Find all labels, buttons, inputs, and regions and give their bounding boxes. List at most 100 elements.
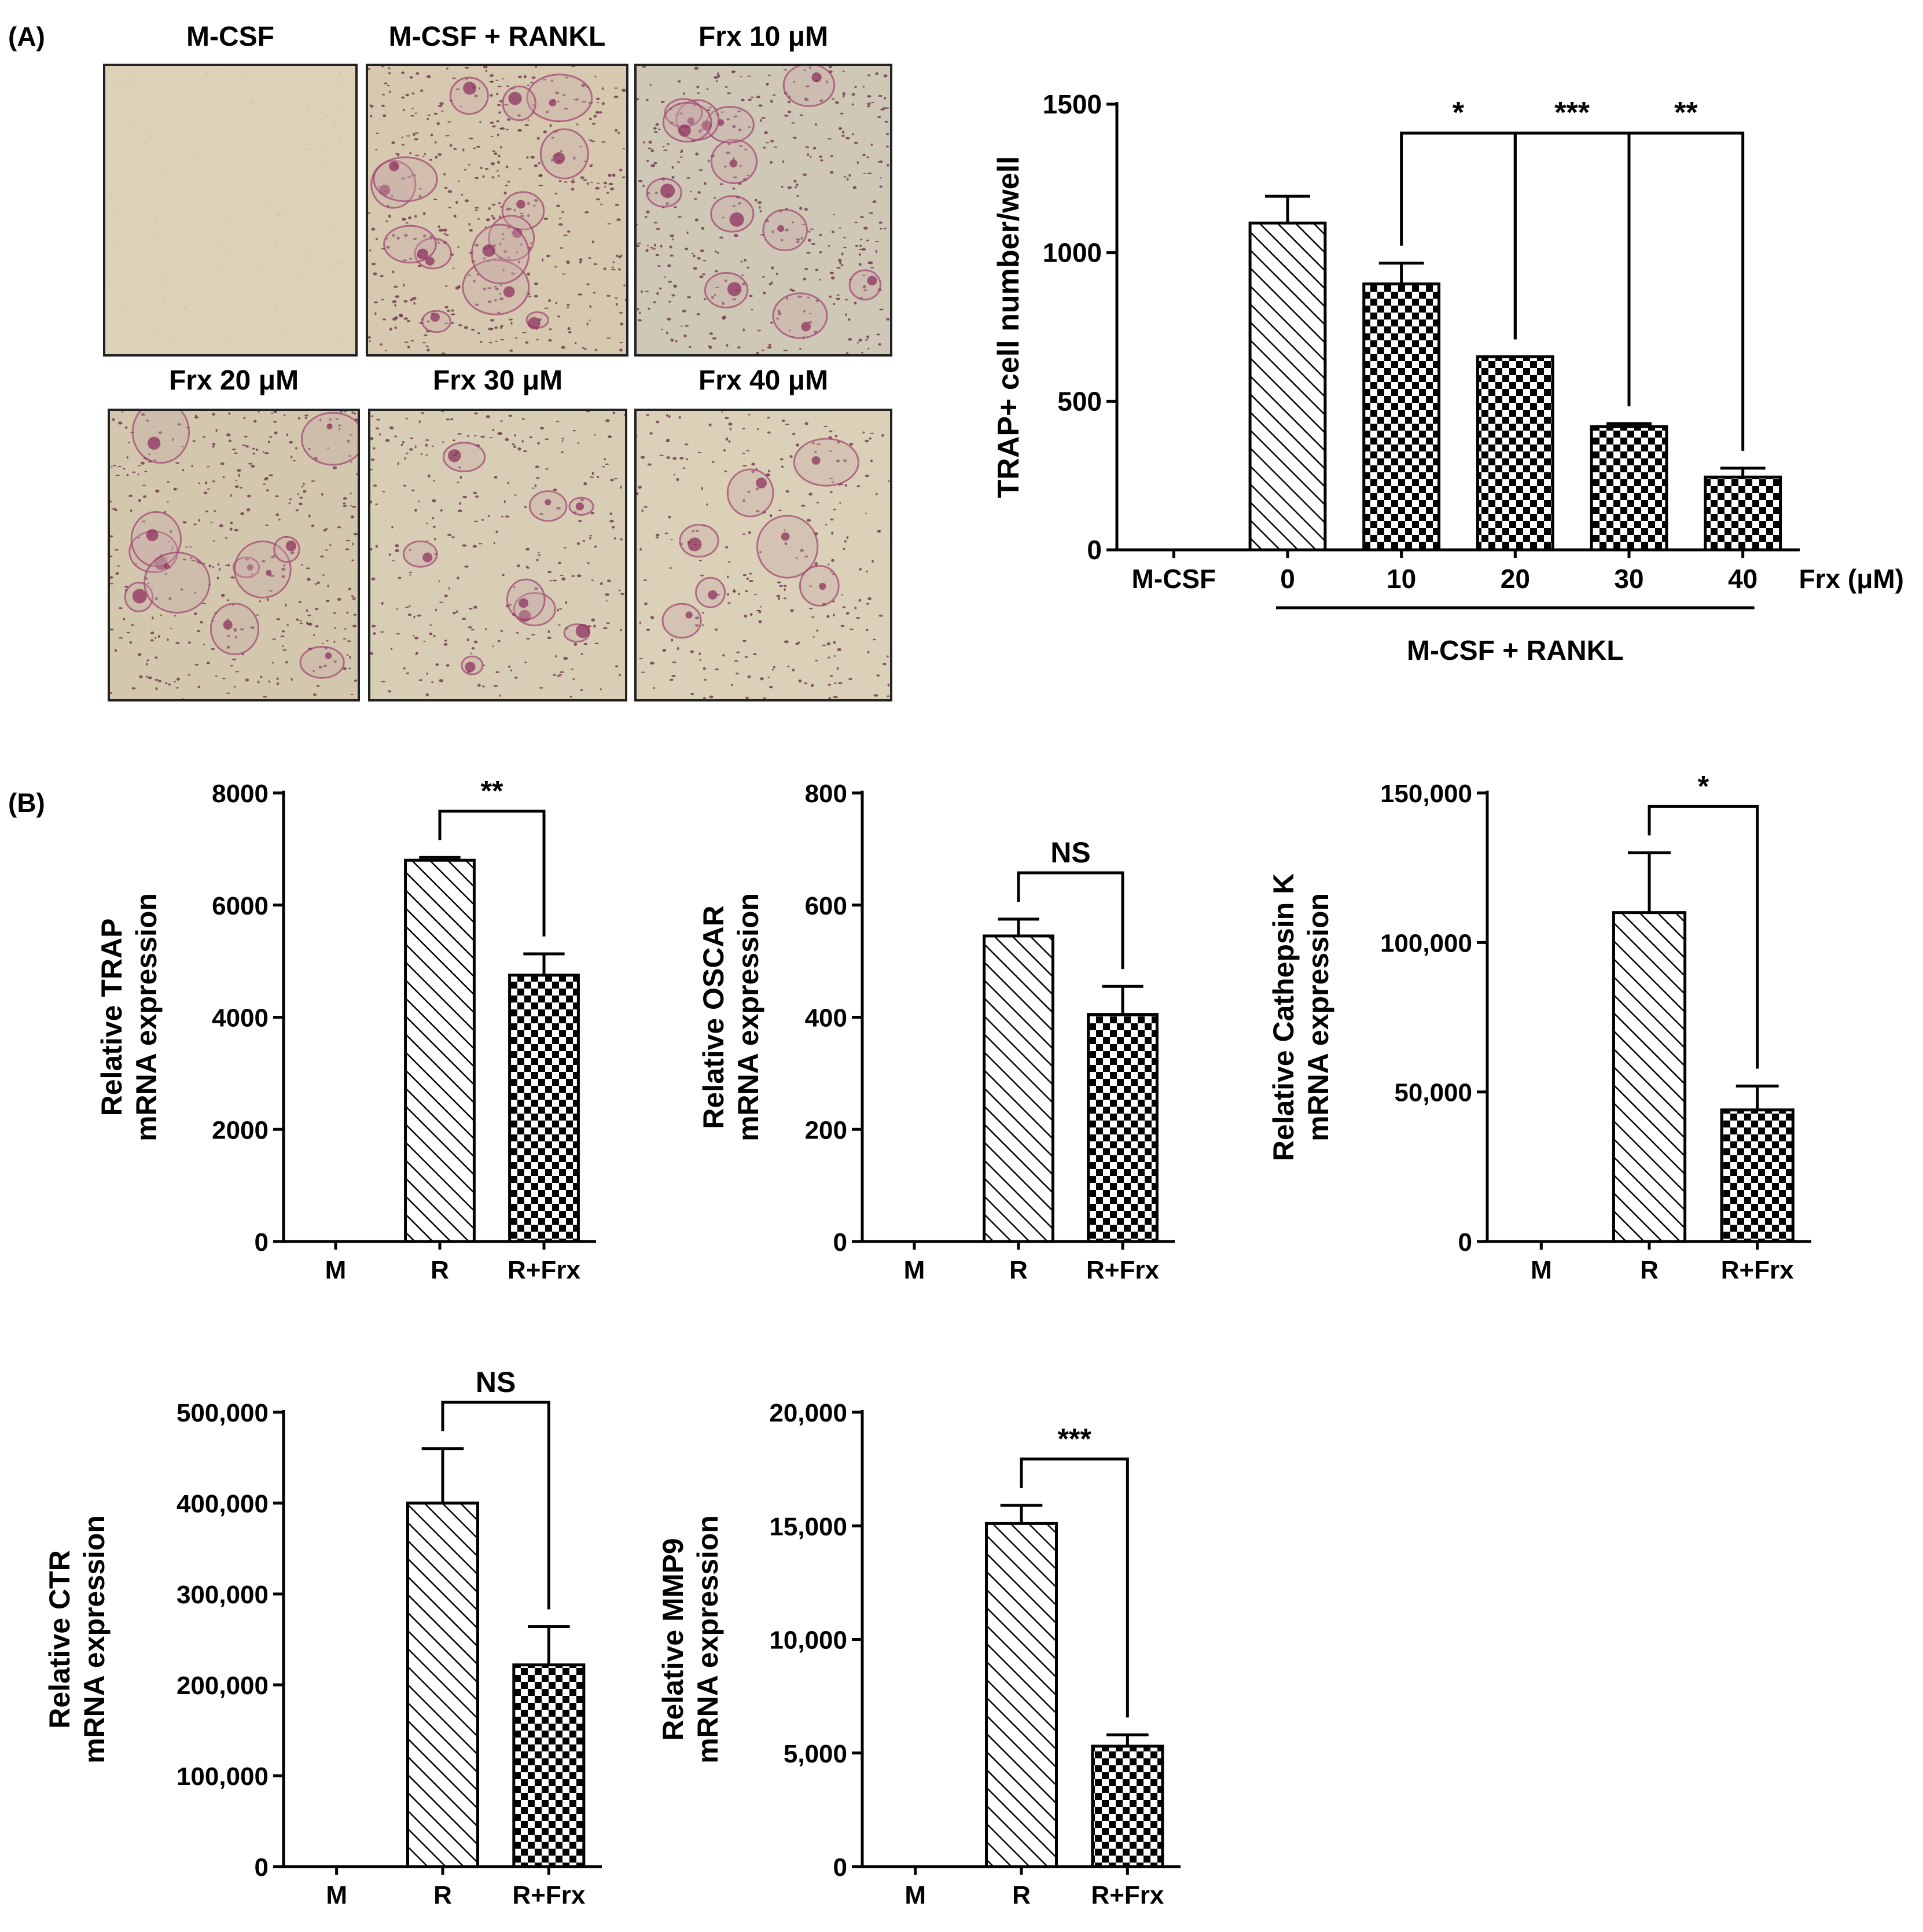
bar-R bbox=[1612, 911, 1687, 1243]
x-tick-label: M bbox=[1531, 1256, 1552, 1284]
x-tick-label: R bbox=[1009, 1256, 1028, 1284]
micrograph-cells bbox=[637, 66, 889, 354]
micrograph-background bbox=[370, 411, 625, 699]
bar-R+Frx bbox=[508, 974, 580, 1243]
bar-10 bbox=[1362, 282, 1441, 552]
micrograph-mcsf-rankl-image bbox=[368, 66, 626, 354]
micrograph-background bbox=[637, 411, 890, 699]
micrograph-background bbox=[105, 66, 355, 354]
x-tick-label: R+Frx bbox=[508, 1256, 580, 1284]
micrograph-cells bbox=[368, 66, 626, 354]
micrograph-frx30 bbox=[368, 409, 627, 701]
micrograph-frx40 bbox=[634, 409, 892, 701]
significance-bracket: *** bbox=[1020, 1423, 1129, 1718]
chart-ctsk-mrna: 0 50,000 100,000 150,000 M R R+Frx * Relative Ca… bbox=[1267, 770, 1811, 1284]
significance-label: * bbox=[1698, 770, 1709, 802]
y-tick-label: 10,000 bbox=[769, 1626, 847, 1655]
significance-label: NS bbox=[1050, 836, 1090, 869]
y-tick-label: 150,000 bbox=[1380, 780, 1472, 808]
x-tick-label: R+Frx bbox=[1091, 1881, 1164, 1909]
x-tick-label: 40 bbox=[1728, 564, 1757, 594]
y-axis-label: mRNA expression bbox=[732, 893, 764, 1141]
x-tick-label: R+Frx bbox=[1721, 1256, 1794, 1284]
x-tick-label: 0 bbox=[1280, 564, 1295, 594]
significance-label: NS bbox=[476, 1366, 516, 1398]
x-unit-label: Frx (μM) bbox=[1799, 564, 1904, 594]
micrograph-title-frx30: Frx 30 μM bbox=[432, 365, 563, 396]
bar-30 bbox=[1590, 425, 1668, 552]
y-tick-label: 5,000 bbox=[784, 1740, 847, 1768]
x-tick-label: R+Frx bbox=[1086, 1256, 1159, 1284]
y-tick-label: 0 bbox=[1458, 1228, 1472, 1257]
significance-bracket: ** bbox=[438, 774, 546, 937]
y-tick-label: 4000 bbox=[212, 1004, 269, 1033]
micrograph-frx20-image bbox=[110, 411, 358, 699]
x-tick-label: R+Frx bbox=[512, 1881, 585, 1909]
micrograph-frx40-image bbox=[637, 411, 890, 699]
bar-R bbox=[404, 858, 476, 1243]
x-tick-label: M bbox=[904, 1881, 926, 1909]
bar-0 bbox=[1248, 221, 1327, 552]
y-tick-label: 0 bbox=[255, 1853, 269, 1882]
significance-bracket: NS bbox=[1017, 836, 1124, 969]
x-tick-label: R bbox=[1012, 1881, 1031, 1909]
micrograph-title-frx20: Frx 20 μM bbox=[168, 365, 299, 396]
micrograph-cells bbox=[637, 411, 890, 699]
y-tick-label: 8000 bbox=[212, 780, 269, 808]
x-tick-label: 30 bbox=[1614, 564, 1643, 594]
y-axis-label: mRNA expression bbox=[78, 1515, 111, 1764]
y-axis-label: mRNA expression bbox=[692, 1515, 724, 1764]
bar-R bbox=[983, 934, 1054, 1243]
y-axis-label: Relative Cathepsin K bbox=[1267, 873, 1300, 1161]
chart-trap-mrna: 0 2000 4000 6000 8000 M R R+Frx ** Relative TRAP m… bbox=[95, 774, 596, 1284]
x-tick-label: R bbox=[431, 1256, 449, 1284]
y-axis-label: mRNA expression bbox=[130, 893, 163, 1141]
micrograph-mcsf bbox=[103, 64, 358, 357]
y-axis-label: TRAP+ cell number/well bbox=[992, 156, 1025, 498]
y-tick-label: 400 bbox=[805, 1004, 847, 1033]
x-tick-label: 10 bbox=[1387, 564, 1416, 594]
bar-40 bbox=[1704, 475, 1782, 552]
panel-label-a: (A) bbox=[8, 21, 45, 52]
micrograph-mcsf-image bbox=[105, 66, 355, 354]
bar-R bbox=[985, 1522, 1058, 1868]
bar-R+Frx bbox=[1720, 1108, 1795, 1243]
y-axis-label: Relative CTR bbox=[43, 1550, 76, 1728]
micrograph-cells bbox=[370, 411, 625, 698]
y-tick-label: 0 bbox=[1087, 535, 1102, 565]
micrograph-title-frx40: Frx 40 μM bbox=[698, 365, 829, 396]
bar-20 bbox=[1476, 355, 1554, 552]
y-tick-label: 200 bbox=[805, 1116, 847, 1144]
x-tick-label: 20 bbox=[1501, 564, 1530, 594]
y-tick-label: 400,000 bbox=[177, 1490, 269, 1518]
y-tick-label: 1500 bbox=[1043, 89, 1102, 119]
significance-label: ** bbox=[481, 774, 503, 807]
significance-label: *** bbox=[1057, 1423, 1091, 1455]
micrograph-frx10-image bbox=[637, 66, 890, 354]
y-tick-label: 15,000 bbox=[769, 1512, 847, 1541]
x-tick-label: R bbox=[433, 1881, 452, 1909]
x-tick-label: R bbox=[1640, 1256, 1659, 1284]
y-tick-label: 300,000 bbox=[177, 1581, 269, 1609]
y-axis-label: Relative OSCAR bbox=[697, 905, 730, 1129]
x-tick-label: M bbox=[326, 1881, 347, 1909]
micrograph-cells bbox=[110, 411, 358, 699]
y-tick-label: 6000 bbox=[212, 892, 269, 920]
y-tick-label: 2000 bbox=[212, 1116, 269, 1144]
panel-label-b: (B) bbox=[8, 788, 45, 818]
micrograph-title-mcsf: M-CSF bbox=[186, 21, 274, 52]
micrograph-background bbox=[637, 66, 890, 354]
bar-R+Frx bbox=[1091, 1744, 1164, 1868]
y-axis-label: Relative TRAP bbox=[95, 919, 128, 1116]
micrograph-cells bbox=[108, 68, 344, 354]
y-tick-label: 50,000 bbox=[1394, 1079, 1472, 1107]
y-tick-label: 800 bbox=[805, 780, 847, 808]
y-tick-label: 200,000 bbox=[177, 1672, 269, 1700]
y-tick-label: 0 bbox=[833, 1228, 847, 1257]
chart-mmp9-mrna: 0 5,000 10,000 15,000 20,000 M R R+Frx *** Relati… bbox=[657, 1399, 1181, 1909]
micrograph-frx20 bbox=[108, 409, 360, 701]
x-tick-label: M bbox=[325, 1256, 347, 1284]
significance-bracket: ** bbox=[1627, 96, 1745, 451]
y-tick-label: 600 bbox=[805, 892, 847, 920]
y-axis-label: Relative MMP9 bbox=[657, 1538, 689, 1740]
